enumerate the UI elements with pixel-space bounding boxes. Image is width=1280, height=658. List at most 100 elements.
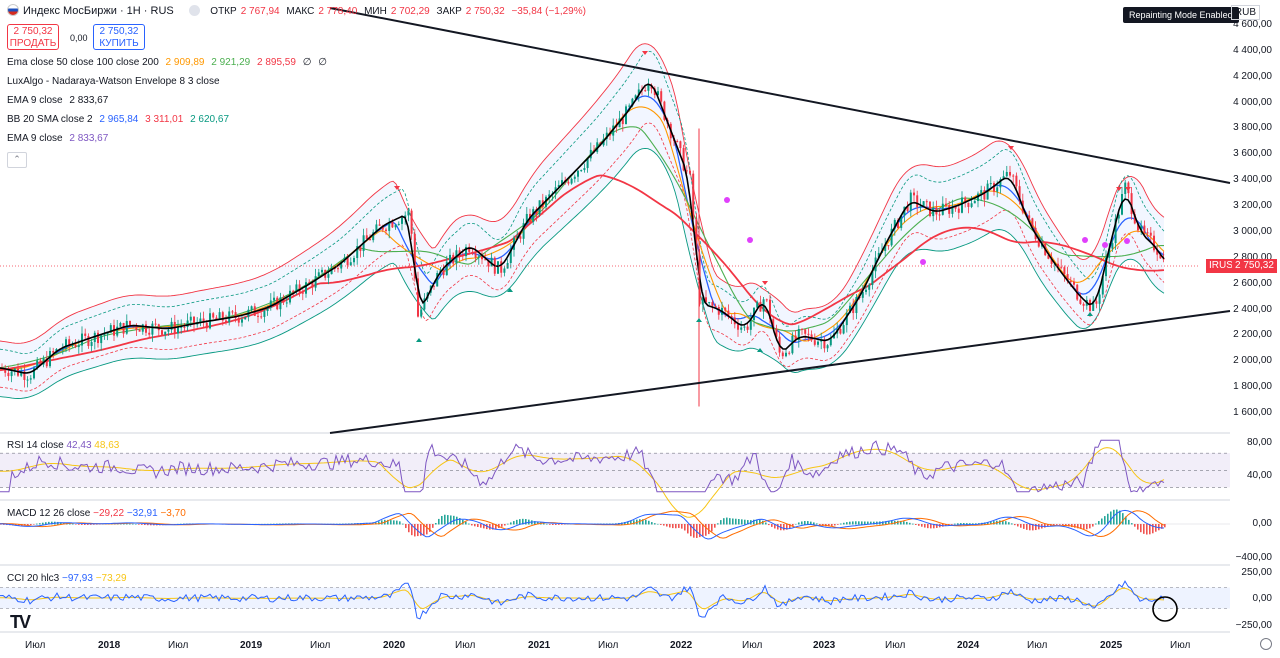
legend-ema9b[interactable]: EMA 9 close 2 833,67 [7,131,112,147]
repaint-badge: Repainting Mode Enabled [1123,7,1239,23]
candle-body [359,246,362,252]
macd-histogram-bar [552,524,554,525]
macd-histogram-bar [84,524,86,525]
cci-ma-value: −73,29 [95,573,127,584]
candle-body [381,225,384,230]
macd-histogram-bar [789,524,791,529]
macd-histogram-bar [1140,524,1142,533]
macd-histogram-bar [549,524,551,525]
settings-gear-icon[interactable] [1260,638,1272,650]
macd-histogram-bar [123,523,125,525]
time-axis-tick: 2022 [670,640,693,651]
macd-histogram-bar [1146,524,1148,535]
macd-histogram-bar [819,524,821,525]
buy-button[interactable]: 2 750,32 КУПИТЬ [93,24,145,50]
candle-body [231,311,234,313]
candle-body [484,259,487,261]
candle-body [52,350,55,353]
candle-body [580,170,583,172]
candle-body [516,236,519,238]
candle-body [138,329,141,332]
macd-histogram-bar [891,520,893,525]
candle-body [657,91,659,96]
legend-luxalgo[interactable]: LuxAlgo - Nadaraya-Watson Envelope 8 3 c… [7,74,224,90]
macd-histogram-bar [1089,524,1091,529]
candle-body [77,345,80,348]
macd-histogram-bar [900,520,902,525]
bollinger-upper-line [0,43,1165,344]
symbol-header: Индекс МосБиржи · 1Н · RUS ОТКР 2 767,94 … [7,3,590,19]
cci-axis-250: 250,00 [1241,567,1272,578]
macd-histogram-bar [1149,524,1151,535]
cci-legend[interactable]: CCI 20 hlc3 −97,93 −73,29 [7,573,127,584]
macd-histogram-bar [141,524,143,525]
sell-button[interactable]: 2 750,32 ПРОДАТЬ [7,24,59,50]
candle-body [1047,255,1050,259]
candle-body [269,300,272,308]
candle-body [1009,171,1011,176]
macd-histogram-bar [864,521,866,525]
macd-histogram-bar [426,524,428,535]
russia-flag-icon [7,4,19,16]
macd-histogram-bar [435,522,437,525]
candle-body [897,219,899,228]
macd-histogram-bar [45,522,47,525]
macd-histogram-bar [438,518,440,525]
candle-body [1079,299,1082,304]
currency-selector[interactable]: RUB [1230,5,1260,20]
macd-histogram-bar [861,521,863,525]
candle-body [317,272,320,277]
candle-body [90,341,93,347]
tradingview-logo-icon[interactable]: TV [10,612,31,632]
macd-histogram-bar [408,524,410,533]
legend-ema-multi[interactable]: Ema close 50 close 100 close 200 2 909,8… [7,55,331,71]
candle-body [167,329,170,332]
cci-line [0,580,1165,620]
macd-histogram-bar [960,523,962,525]
macd-histogram-bar [1113,509,1115,525]
candle-body [1124,182,1127,195]
candle-body [71,344,74,346]
macd-histogram-bar [936,524,938,528]
candle-body [845,312,848,326]
macd-line [0,509,1165,540]
rsi-axis-80: 80,00 [1246,437,1272,448]
macd-histogram-bar [81,524,83,525]
candle-body [807,333,810,335]
macd-histogram-bar [1131,523,1133,525]
macd-histogram-bar [144,524,146,526]
macd-histogram-bar [642,519,644,525]
candle-body [33,368,35,379]
macd-legend[interactable]: MACD 12 26 close −29,22 −32,91 −3,70 [7,508,186,519]
candle-body [260,316,263,318]
signal-down-marker [642,51,648,55]
legend-bb[interactable]: BB 20 SMA close 2 2 965,84 3 311,01 2 62… [7,112,233,128]
macd-histogram-bar [492,524,494,530]
candle-body [193,316,195,325]
candle-body [817,341,819,345]
candle-body [285,302,288,304]
price-axis-tick: 3 600,00 [1233,148,1272,160]
candle-body [49,350,51,367]
macd-histogram-bar [27,524,29,526]
candle-body [695,219,698,255]
symbol-title[interactable]: Индекс МосБиржи · 1Н · RUS [23,5,174,17]
candle-body [20,371,23,376]
macd-histogram-bar [396,520,398,525]
macd-histogram-bar [771,524,773,527]
rsi-legend[interactable]: RSI 14 close 42,43 48,63 [7,440,119,451]
candle-body [433,285,435,287]
legend-ema9a[interactable]: EMA 9 close 2 833,67 [7,93,112,109]
candle-body [1092,301,1095,311]
candle-body [279,297,282,310]
candle-body [68,339,71,346]
macd-histogram-bar [1005,521,1007,525]
time-axis-tick: 2024 [957,640,980,651]
macd-signal-value: −3,70 [160,508,186,519]
collapse-legend-button[interactable]: ⌃ [7,152,27,168]
candle-body [829,338,832,346]
candle-body [407,210,410,216]
macd-histogram-bar [555,524,557,525]
macd-histogram-bar [690,524,692,537]
